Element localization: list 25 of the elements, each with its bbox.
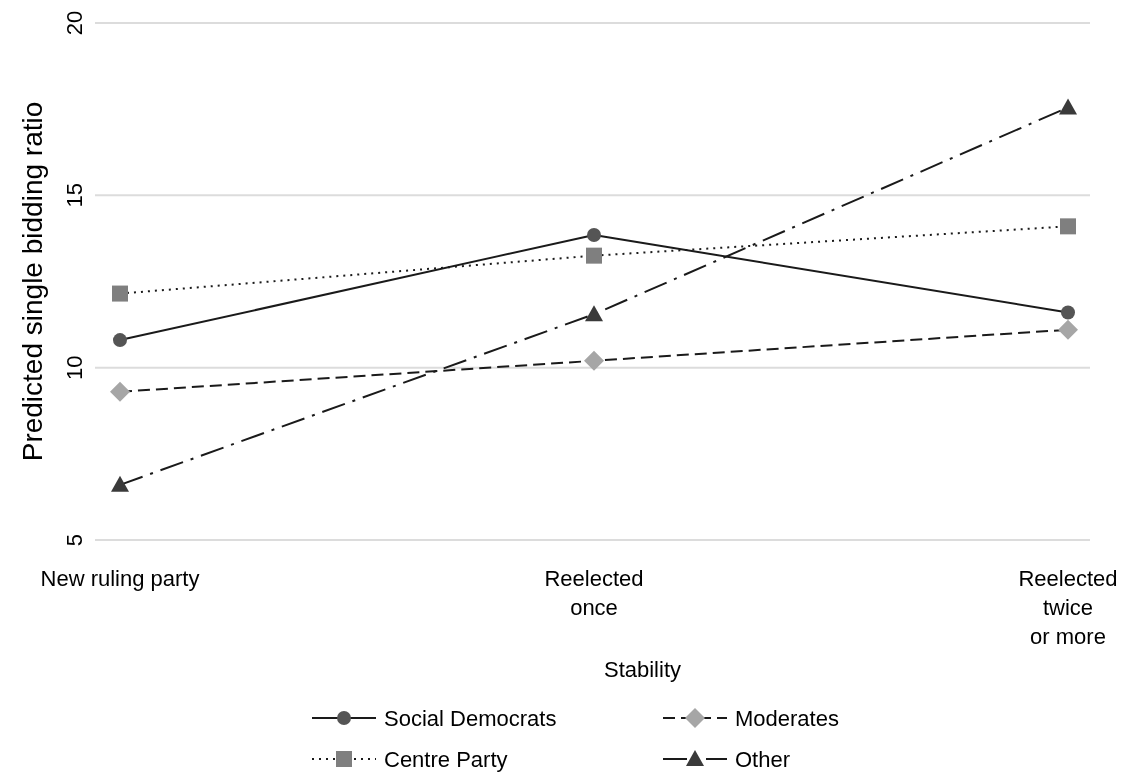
- point: [587, 227, 601, 242]
- x-tick-label: Reelected once: [544, 566, 644, 620]
- legend-label: Social Democrats: [384, 706, 557, 731]
- point: [111, 475, 129, 492]
- point: [112, 285, 128, 302]
- legend-label: Moderates: [735, 706, 839, 731]
- point: [113, 333, 127, 348]
- legend-label: Centre Party: [384, 747, 508, 772]
- point: [584, 350, 604, 371]
- point: [1058, 319, 1078, 340]
- x-tick-label: New ruling party: [40, 566, 200, 591]
- point: [586, 247, 602, 264]
- y-tick-label: 20: [62, 10, 87, 36]
- y-tick-label: 5: [62, 533, 87, 547]
- y-tick-label: 15: [62, 183, 87, 208]
- point: [1059, 98, 1077, 115]
- point: [1061, 305, 1075, 320]
- y-axis-title: Predicted single bidding ratio: [17, 101, 48, 462]
- point: [585, 305, 603, 322]
- point: [1060, 218, 1076, 235]
- point: [110, 381, 130, 402]
- x-tick-label: Reelected twice or more: [1018, 566, 1118, 649]
- legend-label: Other: [735, 747, 791, 772]
- y-tick-label: 10: [62, 355, 87, 380]
- x-axis-title: Stability: [603, 657, 682, 682]
